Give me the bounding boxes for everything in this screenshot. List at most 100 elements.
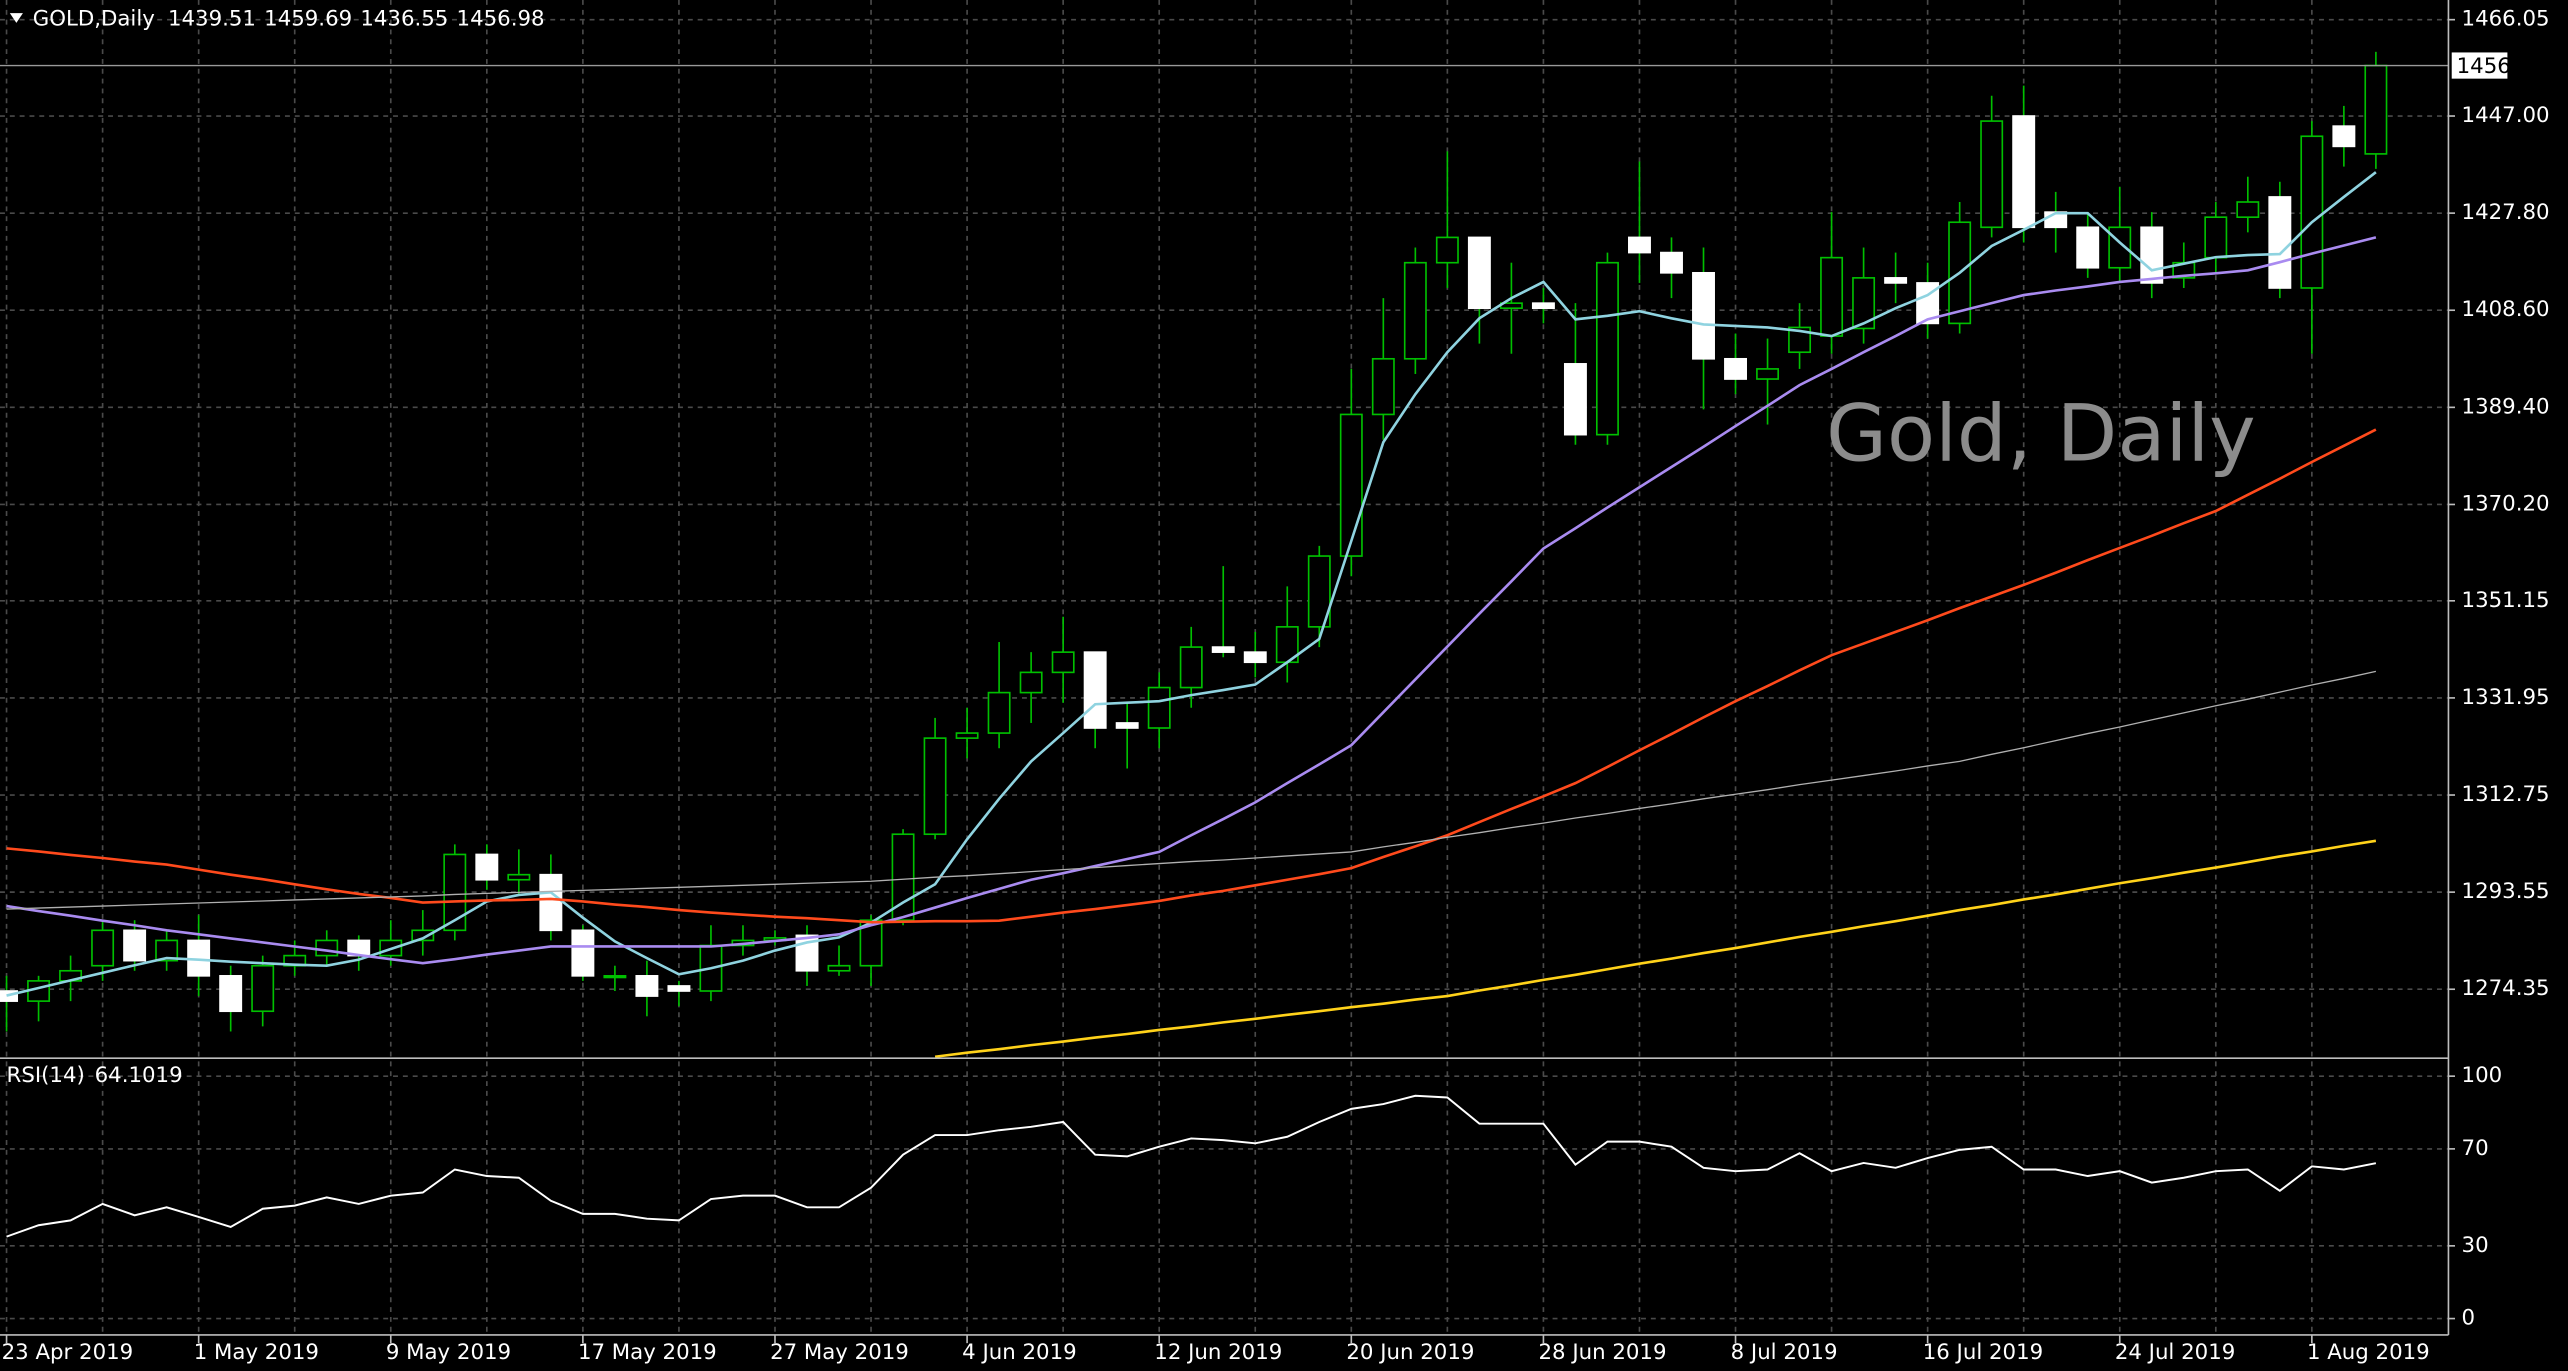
low-price: 1436.55 (360, 7, 448, 32)
y-tick-label: 1331.95 (2462, 685, 2550, 710)
candle-body (315, 939, 339, 957)
candle-body (155, 939, 179, 962)
line-series (6, 236, 2377, 965)
candle-body (1852, 277, 1876, 330)
axis-labels: 23 Apr 2019 1 May 2019 9 May 2019 17 May 20… (2, 7, 2550, 1365)
candle-body (219, 975, 243, 1013)
watermark: Gold, Daily (1826, 387, 2256, 479)
candle-body (1563, 363, 1587, 436)
y-tick-label: 1389.40 (2462, 394, 2550, 419)
candle-body (2268, 196, 2292, 289)
line-series (6, 670, 2377, 910)
current-price-box (2451, 52, 2508, 79)
candle-body (859, 919, 883, 967)
candle-body (1371, 357, 1395, 416)
candle-body (123, 929, 147, 962)
open-price: 1439.51 (168, 7, 256, 32)
candle-body (443, 853, 467, 932)
candle-body (635, 975, 659, 997)
candle-body (91, 929, 115, 967)
candle-body (1083, 651, 1107, 729)
y-tick-label: 70 (2462, 1136, 2489, 1161)
x-tick-label: 20 Jun 2019 (1346, 1340, 1474, 1365)
candle-body (2076, 226, 2100, 269)
symbol: GOLD,Daily (33, 7, 155, 32)
y-tick-label: 1466.05 (2462, 7, 2550, 32)
y-tick-label: 1274.35 (2462, 976, 2550, 1001)
y-tick-label: 1351.15 (2462, 588, 2550, 613)
candle-body (1051, 651, 1075, 674)
y-tick-label: 0 (2462, 1306, 2476, 1331)
candle-body (1660, 251, 1683, 274)
candle-body (1916, 282, 1940, 325)
chart-header: GOLD,Daily 1439.51 1459.69 1436.55 1456.98 (33, 7, 545, 32)
x-tick-label: 28 Jun 2019 (1539, 1340, 1667, 1365)
marks (0, 51, 2388, 1032)
candle-body (507, 873, 531, 881)
candle-body (2332, 125, 2356, 148)
x-tick-label: 8 Jul 2019 (1731, 1340, 1838, 1365)
candle-body (1339, 413, 1363, 557)
candle-body (1788, 326, 1812, 354)
candle-body (1147, 686, 1171, 729)
candle-body (923, 737, 947, 836)
candle-body (2012, 115, 2036, 229)
menu-triangle[interactable] (9, 13, 23, 23)
x-tick-label: 16 Jul 2019 (1923, 1340, 2043, 1365)
x-tick-label: 24 Jul 2019 (2115, 1340, 2235, 1365)
y-tick-label: 100 (2462, 1063, 2503, 1088)
candle-body (1531, 302, 1555, 310)
candle-body (1980, 120, 2004, 229)
candle-body (2300, 135, 2324, 289)
candle-body (1403, 261, 1427, 360)
line-series (934, 839, 2377, 1059)
candle-body (475, 853, 499, 881)
rsi-title: RSI(14) (7, 1063, 85, 1088)
x-tick-label: 12 Jun 2019 (1154, 1340, 1282, 1365)
candle-body (1820, 256, 1844, 337)
candle-body (1211, 646, 1235, 653)
y-tick-label: 1370.20 (2462, 491, 2550, 516)
x-tick-label: 27 May 2019 (770, 1340, 909, 1365)
y-tick-label: 1408.60 (2462, 297, 2550, 322)
rsi-current: 64.1019 (95, 1063, 183, 1088)
line-series (6, 1094, 2377, 1238)
candle-body (1115, 722, 1139, 729)
candle-body (1243, 651, 1267, 664)
candle-body (2140, 226, 2164, 284)
candle-body (2236, 201, 2260, 218)
candle-body (603, 975, 627, 979)
candle-body (1019, 671, 1043, 694)
x-tick-label: 23 Apr 2019 (2, 1340, 134, 1365)
x-tick-label: 17 May 2019 (578, 1340, 717, 1365)
high-price: 1459.69 (264, 7, 352, 32)
candle-body (1307, 555, 1331, 628)
y-tick-label: 1312.75 (2462, 782, 2550, 807)
line-series (6, 171, 2377, 997)
x-tick-label: 9 May 2019 (386, 1340, 511, 1365)
candle-body (2364, 64, 2388, 155)
candle-body (1467, 236, 1491, 310)
candle-body (1595, 261, 1619, 436)
y-tick-label: 1447.00 (2462, 103, 2550, 128)
candle-body (1179, 646, 1203, 689)
lines (0, 64, 2449, 1238)
grid (0, 0, 2449, 1335)
indicator-header: RSI(14) 64.1019 (7, 1063, 183, 1088)
close-price: 1456.98 (457, 7, 545, 32)
y-tick-label: 1427.80 (2462, 200, 2550, 225)
candle-body (1756, 368, 1780, 380)
candle-body (1435, 236, 1459, 264)
y-tick-label: 1293.55 (2462, 879, 2550, 904)
candle-body (955, 732, 979, 739)
candle-body (539, 873, 563, 932)
candle-body (1724, 357, 1747, 380)
candle-body (1692, 271, 1715, 360)
current-price-label: 1456.98 (2457, 54, 2545, 79)
candle-body (987, 691, 1011, 734)
candle-body (2204, 216, 2228, 259)
